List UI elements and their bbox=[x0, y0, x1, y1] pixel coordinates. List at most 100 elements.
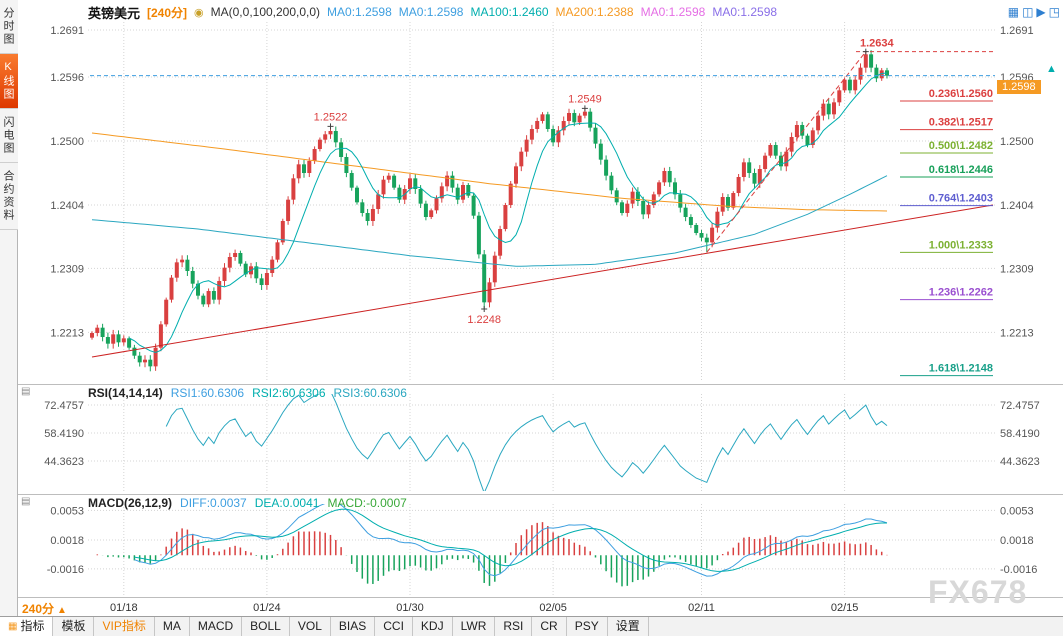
toolbar-tab-label: CR bbox=[540, 619, 558, 633]
toolbar-tab-label: MA bbox=[162, 619, 181, 633]
fib-label-0.500: 0.500\1.2482 bbox=[929, 140, 993, 152]
svg-text:72.4757: 72.4757 bbox=[44, 400, 84, 412]
rsi-line bbox=[165, 394, 888, 491]
svg-text:0.0018: 0.0018 bbox=[50, 535, 84, 547]
chart-header: 英镑美元 [240分] ◉ MA(0,0,100,200,0,0) MA0:1.… bbox=[88, 4, 784, 21]
svg-text:1.2404: 1.2404 bbox=[50, 200, 84, 212]
svg-text:1.2309: 1.2309 bbox=[1000, 263, 1034, 275]
fib-label-0.764: 0.764\1.2403 bbox=[929, 193, 993, 205]
sidebar-tab-分时图[interactable]: 分时图 bbox=[0, 0, 18, 54]
toolbar-tab-设置[interactable]: 设置 bbox=[608, 617, 649, 636]
svg-text:1.2404: 1.2404 bbox=[1000, 200, 1034, 212]
svg-text:0.0053: 0.0053 bbox=[1000, 505, 1034, 517]
ma-value-1: MA0:1.2598 bbox=[398, 5, 464, 19]
sidebar-tab-K线图[interactable]: K线图 bbox=[0, 54, 18, 109]
svg-text:1.2691: 1.2691 bbox=[1000, 25, 1034, 37]
candlestick-series bbox=[90, 50, 889, 372]
ma-value-4: MA0:1.2598 bbox=[640, 5, 706, 19]
ma-value-2: MA100:1.2460 bbox=[470, 5, 549, 19]
svg-text:58.4190: 58.4190 bbox=[1000, 428, 1040, 440]
toolbar-tab-LWR[interactable]: LWR bbox=[453, 617, 496, 636]
trend-line-0[interactable] bbox=[91, 204, 994, 358]
period-label[interactable]: [240分] bbox=[147, 5, 188, 20]
ma-value-3: MA200:1.2388 bbox=[555, 5, 634, 19]
fib-label-0.618: 0.618\1.2446 bbox=[929, 164, 993, 176]
window-controls: ▦ ◫ ▶ ◳ bbox=[1005, 3, 1060, 21]
toolbar-tab-指标[interactable]: ▦ 指标 bbox=[0, 617, 54, 636]
svg-text:0.0018: 0.0018 bbox=[1000, 535, 1034, 547]
toolbar-tab-VOL[interactable]: VOL bbox=[290, 617, 331, 636]
toolbar-tab-label: VIP指标 bbox=[102, 619, 146, 633]
svg-text:1.2309: 1.2309 bbox=[50, 263, 84, 275]
toolbar-tab-label: MACD bbox=[197, 619, 234, 633]
fib-label-1.236: 1.236\1.2262 bbox=[929, 287, 993, 299]
sidebar-tab-闪电图[interactable]: 闪电图 bbox=[0, 109, 18, 163]
fib-label-1.618: 1.618\1.2148 bbox=[929, 363, 993, 375]
svg-text:1.2500: 1.2500 bbox=[50, 136, 84, 148]
panel-separators bbox=[18, 384, 1063, 598]
toolbar-tab-label: BIAS bbox=[338, 619, 367, 633]
svg-text:0.0053: 0.0053 bbox=[50, 505, 84, 517]
toolbar-tab-label: RSI bbox=[503, 619, 524, 633]
toolbar-tab-BIAS[interactable]: BIAS bbox=[331, 617, 376, 636]
macd-panel-icon[interactable]: ▤ bbox=[21, 496, 31, 507]
toolbar-tab-MA[interactable]: MA bbox=[155, 617, 190, 636]
annotation-1.2549: 1.2549 bbox=[568, 93, 602, 105]
svg-text:58.4190: 58.4190 bbox=[44, 428, 84, 440]
ma8-line bbox=[128, 72, 888, 354]
toolbar-tab-label: LWR bbox=[460, 619, 487, 633]
toolbar-tab-CR[interactable]: CR bbox=[532, 617, 567, 636]
toolbar-tab-PSY[interactable]: PSY bbox=[567, 617, 608, 636]
toolbar-tab-模板[interactable]: 模板 bbox=[53, 617, 95, 636]
time-label-01/30: 01/30 bbox=[396, 602, 424, 614]
toolbar-tab-CCI[interactable]: CCI bbox=[375, 617, 413, 636]
time-label-01/18: 01/18 bbox=[110, 602, 138, 614]
macd-header: MACD(26,12,9) DIFF:0.0037 DEA:0.0041 MAC… bbox=[88, 495, 407, 510]
svg-text:1.2596: 1.2596 bbox=[50, 72, 84, 84]
rsi2-value: RSI2:60.6306 bbox=[252, 385, 326, 400]
time-label-01/24: 01/24 bbox=[253, 602, 281, 614]
high-price-label: 1.2634 bbox=[860, 38, 895, 50]
trend-lines[interactable]: 1.2634 bbox=[90, 38, 995, 358]
svg-text:-0.0016: -0.0016 bbox=[1000, 564, 1037, 576]
toolbar-tab-label: 指标 bbox=[20, 619, 45, 633]
toolbar-tab-KDJ[interactable]: KDJ bbox=[413, 617, 453, 636]
split-view-icon[interactable]: ◫ bbox=[1022, 5, 1034, 19]
macd-histogram bbox=[96, 522, 888, 587]
fib-label-0.382: 0.382\1.2517 bbox=[929, 117, 993, 129]
quad-layout-icon[interactable]: ◳ bbox=[1048, 5, 1060, 19]
toolbar-tab-BOLL[interactable]: BOLL bbox=[242, 617, 290, 636]
ma100-line bbox=[91, 175, 888, 267]
rsi-panel bbox=[165, 394, 888, 491]
toolbar-tab-VIP指标[interactable]: VIP指标 bbox=[94, 617, 155, 636]
grid-layout-icon[interactable]: ▦ bbox=[1007, 5, 1020, 19]
trend-line-1[interactable] bbox=[706, 51, 867, 253]
ma-value-5: MA0:1.2598 bbox=[712, 5, 778, 19]
toolbar-tab-MACD[interactable]: MACD bbox=[190, 617, 243, 636]
sidebar-tab-合约资料[interactable]: 合约资料 bbox=[0, 163, 18, 230]
fib-retracement[interactable]: 0.236\1.2560 0.382\1.2517 0.500\1.2482 0.61… bbox=[900, 88, 993, 377]
timeframe-label: 240分 bbox=[22, 602, 55, 616]
svg-text:44.3623: 44.3623 bbox=[44, 456, 84, 468]
timeframe-button[interactable]: 240分 ▲ bbox=[22, 600, 67, 617]
symbol-title: 英镑美元 bbox=[88, 5, 141, 21]
svg-text:1.2691: 1.2691 bbox=[50, 25, 84, 37]
sidebar: 分时图 K线图 闪电图 合约资料 bbox=[0, 0, 18, 616]
toolbar-tab-RSI[interactable]: RSI bbox=[495, 617, 533, 636]
price-annotations: 1.2522 1.2549 1.2248 bbox=[314, 48, 869, 326]
play-icon[interactable]: ▶ bbox=[1036, 5, 1046, 19]
time-axis: 01/18 01/24 01/30 02/05 02/11 02/15 bbox=[110, 602, 858, 614]
toolbar-tab-label: PSY bbox=[574, 619, 599, 633]
svg-text:44.3623: 44.3623 bbox=[1000, 456, 1040, 468]
macd-title: MACD(26,12,9) bbox=[88, 495, 173, 510]
toolbar-tab-label: KDJ bbox=[420, 619, 444, 633]
ma-settings-label: MA(0,0,100,200,0,0) bbox=[210, 5, 321, 19]
svg-text:72.4757: 72.4757 bbox=[1000, 400, 1040, 412]
watermark: FX678 bbox=[928, 574, 1028, 610]
rsi-panel-icon[interactable]: ▤ bbox=[21, 386, 31, 397]
ma-value-0: MA0:1.2598 bbox=[327, 5, 392, 19]
candle-style-icon[interactable]: ◉ bbox=[194, 6, 204, 19]
rsi1-value: RSI1:60.6306 bbox=[170, 385, 245, 400]
toolbar-tab-label: CCI bbox=[383, 619, 404, 633]
